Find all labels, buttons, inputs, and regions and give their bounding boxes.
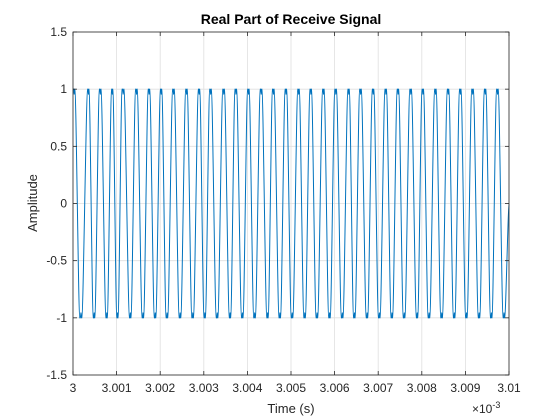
y-axis-label: Amplitude	[25, 174, 40, 232]
y-tick-labels: -1.5 -1 -0.5 0 0.5 1 1.5	[46, 25, 67, 382]
x-tick-label: 3.009	[450, 381, 480, 395]
y-tick-label: -1	[56, 311, 67, 325]
y-tick-label: 0.5	[50, 139, 67, 153]
y-tick-label: -1.5	[46, 368, 67, 382]
x-tick-label: 3.007	[363, 381, 393, 395]
chart-title: Real Part of Receive Signal	[201, 11, 382, 27]
x-tick-label: 3.001	[102, 381, 132, 395]
x-tick-label: 3.004	[232, 381, 262, 395]
x-tick-label: 3.008	[407, 381, 437, 395]
x-axis-multiplier: ×10-3	[472, 400, 500, 416]
x-axis-label: Time (s)	[267, 401, 314, 416]
x-tick-label: 3.002	[145, 381, 175, 395]
x-tick-label: 3.003	[189, 381, 219, 395]
y-tick-label: 0	[60, 197, 67, 211]
series-layer	[73, 88, 510, 319]
x-axis-multiplier-exponent: -3	[492, 400, 500, 410]
x-axis-multiplier-base: ×10	[472, 402, 493, 416]
x-tick-label: 3.005	[276, 381, 306, 395]
x-tick-label: 3	[70, 381, 77, 395]
y-tick-label: -0.5	[46, 254, 67, 268]
x-tick-label: 3.01	[497, 381, 521, 395]
signal-line	[73, 88, 510, 319]
x-tick-label: 3.006	[320, 381, 350, 395]
x-tick-labels: 3 3.001 3.002 3.003 3.004 3.005 3.006 3.007 3.00…	[70, 381, 521, 395]
tick-marks	[72, 31, 510, 376]
y-tick-label: 1.5	[50, 25, 67, 39]
y-tick-label: 1	[60, 82, 67, 96]
